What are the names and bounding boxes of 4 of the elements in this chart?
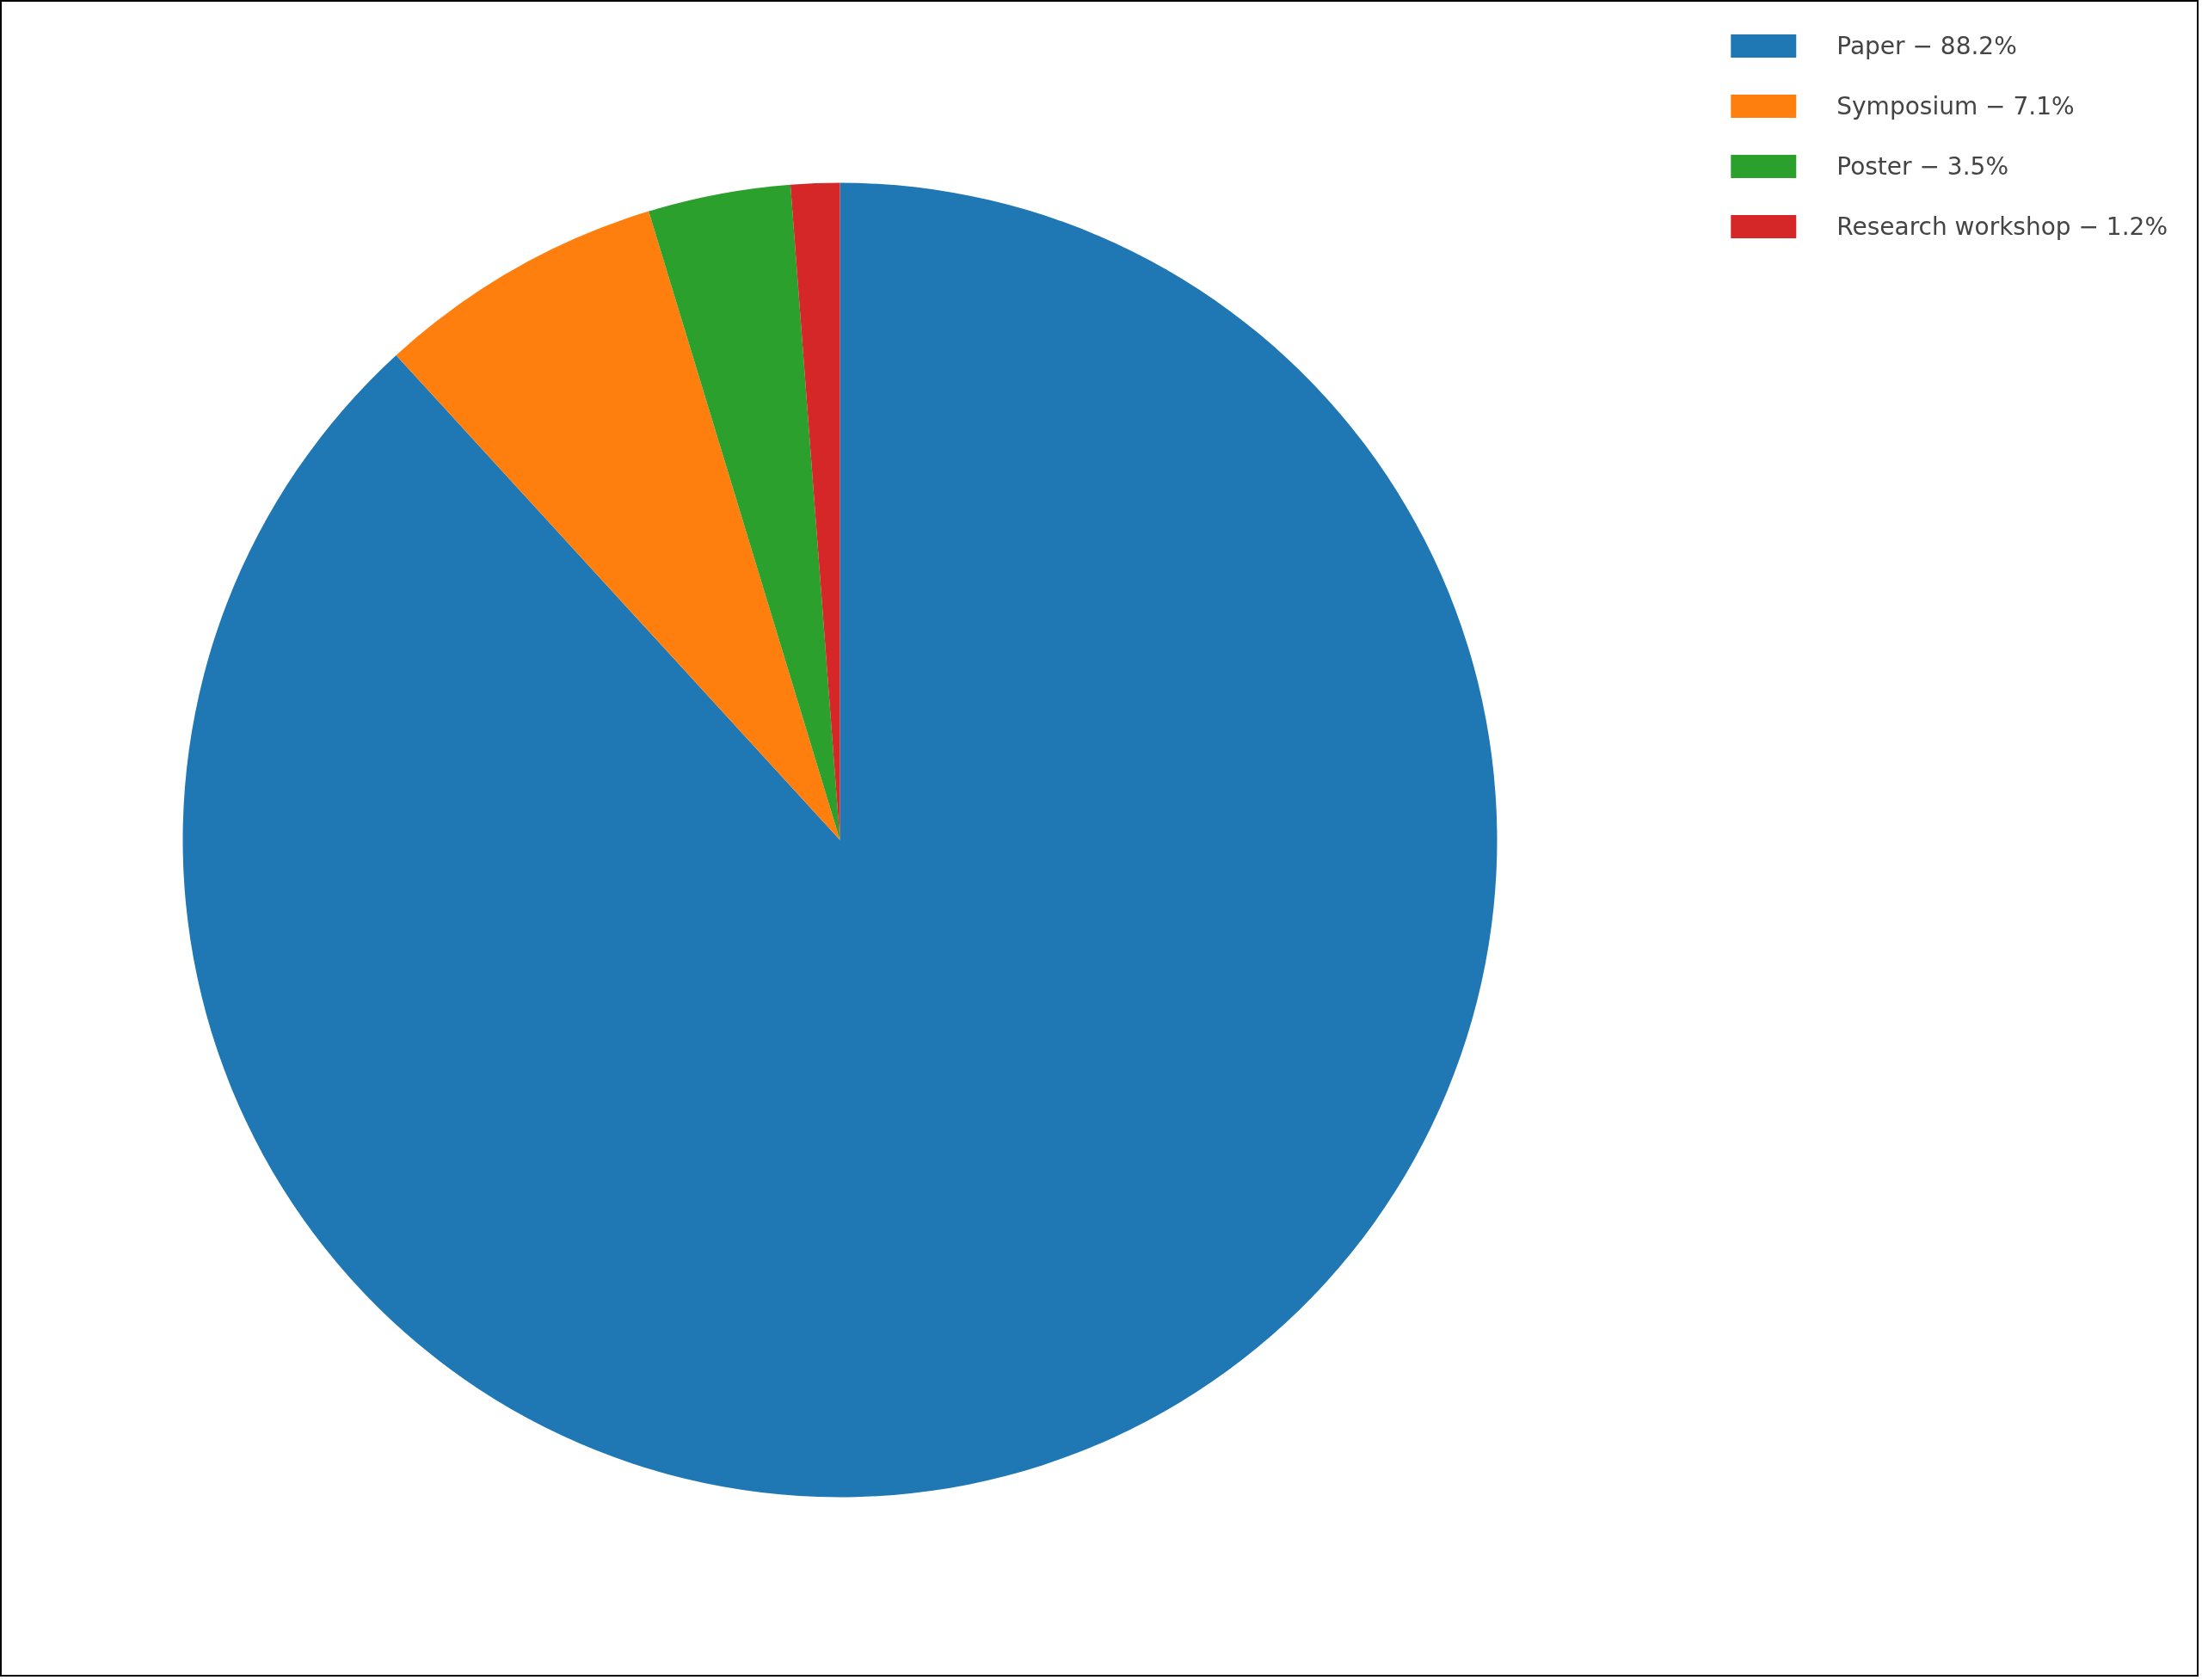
legend-label: Poster − 3.5% [1836, 151, 2008, 181]
legend-label: Paper − 88.2% [1836, 31, 2017, 60]
legend-label: Research workshop − 1.2% [1836, 212, 2168, 241]
legend-label: Symposium − 7.1% [1836, 91, 2075, 120]
